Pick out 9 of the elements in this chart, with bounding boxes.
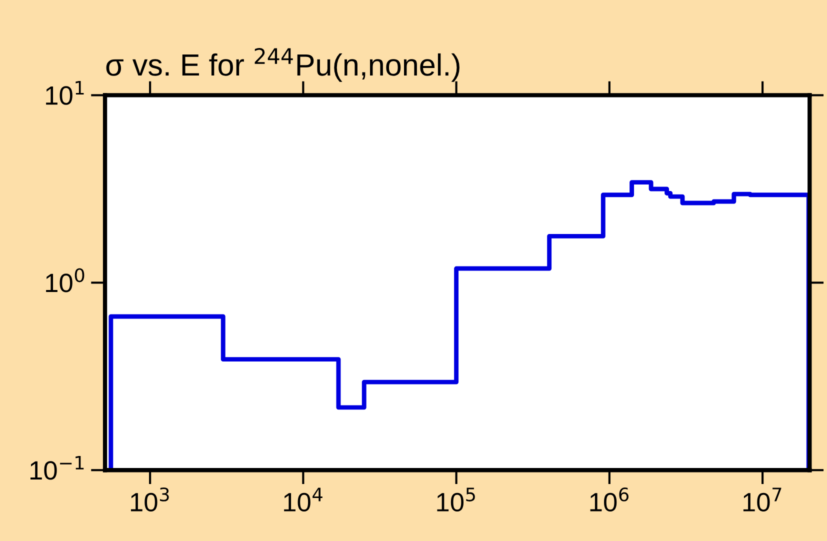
x-tick-label: 10$^{5}$ (437, 488, 475, 512)
x-tick-label: 10$^{7}$ (743, 488, 782, 512)
y-tick-label: 10$^{−1}$ (30, 456, 84, 480)
x-tick-label: 10$^{6}$ (590, 487, 629, 512)
y-tick-label: 10$^{1}$ (46, 81, 84, 105)
chart-title: σ vs. E for $^{244}$Pu(n,nonel.) (106, 48, 460, 82)
x-tick-label: 10$^{4}$ (284, 488, 322, 512)
y-tick-label: 10$^{0}$ (46, 268, 84, 292)
x-tick-label: 10$^{3}$ (130, 487, 169, 512)
